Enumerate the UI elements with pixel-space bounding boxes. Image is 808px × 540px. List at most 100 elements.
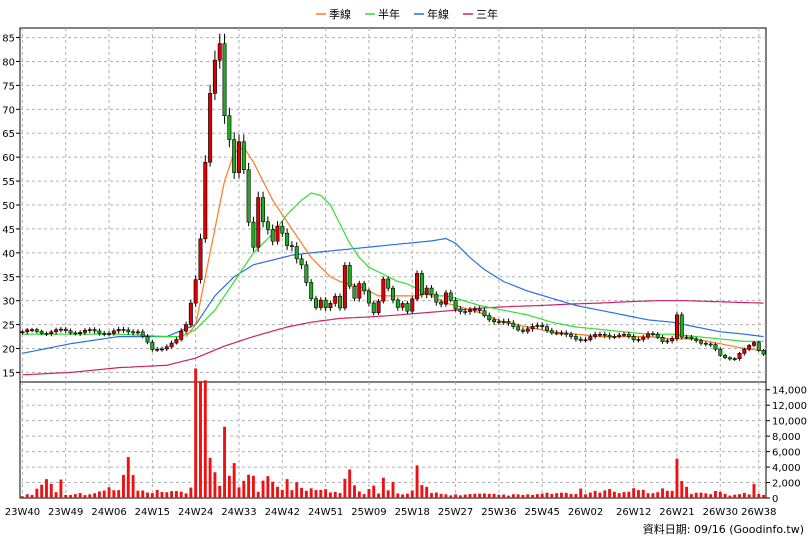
candle-body — [251, 221, 256, 248]
price-tick-label: 80 — [2, 57, 15, 68]
candlestick — [256, 191, 261, 253]
volume-bar — [439, 493, 443, 498]
candle-body — [448, 292, 453, 301]
volume-bar — [237, 487, 241, 498]
candlestick — [549, 327, 554, 335]
volume-bar — [511, 494, 515, 498]
volume-bar — [685, 486, 689, 498]
candlestick — [429, 285, 434, 298]
candlestick — [674, 312, 679, 341]
candle-body — [501, 321, 506, 323]
ma-3year-line — [22, 300, 764, 376]
volume-bar — [324, 489, 328, 498]
volume-bar — [377, 493, 381, 498]
volume-bar — [93, 493, 97, 498]
candle-body — [338, 295, 343, 309]
volume-bar — [728, 495, 732, 498]
volume-bar — [444, 494, 448, 498]
candle-body — [256, 197, 261, 248]
volume-bar — [122, 474, 125, 498]
volume-bar — [64, 494, 68, 498]
volume-bar — [603, 490, 607, 498]
candle-body — [468, 309, 472, 312]
candlestick — [578, 336, 583, 343]
candle-body — [381, 278, 386, 302]
volume-bar — [112, 490, 116, 498]
volume-bar — [49, 484, 53, 498]
candlestick — [607, 332, 612, 340]
candlestick — [742, 347, 747, 356]
candlestick — [415, 270, 420, 302]
legend-item: 季線 — [316, 7, 351, 21]
candlestick — [727, 356, 732, 361]
candlestick — [241, 134, 246, 175]
volume-bar — [704, 493, 708, 498]
candle-body — [121, 329, 126, 331]
candlestick — [294, 242, 299, 264]
candlestick — [150, 339, 155, 352]
candle-body — [424, 287, 429, 295]
volume-bar — [646, 493, 650, 498]
candle-body — [419, 273, 424, 295]
volume-bar — [155, 489, 159, 498]
candle-body — [684, 336, 689, 339]
candlestick — [617, 332, 622, 339]
candle-body — [155, 349, 160, 351]
candle-body — [756, 342, 761, 351]
x-tick-label: 25W45 — [525, 507, 560, 518]
candle-body — [612, 336, 617, 338]
candlestick — [338, 293, 343, 311]
candlestick — [116, 326, 121, 334]
candle-body — [492, 319, 497, 323]
volume-bar — [391, 481, 395, 498]
candle-body — [352, 285, 357, 299]
candlestick — [506, 318, 511, 326]
candlestick — [501, 318, 506, 325]
candlestick — [25, 328, 30, 335]
candle-body — [188, 302, 193, 325]
candlestick — [376, 298, 381, 316]
volume-bar — [184, 493, 188, 498]
candle-body — [443, 292, 448, 305]
candlestick — [496, 318, 501, 325]
candlestick — [342, 262, 347, 311]
candlestick — [111, 328, 116, 336]
candle-body — [477, 308, 482, 312]
candlestick — [352, 283, 357, 302]
candlestick — [713, 342, 718, 352]
candle-body — [718, 348, 723, 356]
candlestick — [87, 327, 92, 334]
candlestick — [737, 351, 742, 361]
volume-bar — [526, 494, 530, 498]
volume-bar — [483, 493, 486, 498]
candle-body — [39, 331, 44, 334]
candle-body — [727, 357, 732, 360]
candle-body — [376, 300, 381, 314]
candle-body — [516, 326, 521, 331]
candlestick — [622, 331, 627, 337]
volume-bar — [434, 492, 438, 498]
legend-item: 年線 — [414, 7, 449, 21]
candlestick — [198, 233, 203, 284]
candle-body — [617, 334, 622, 337]
x-tick-label: 25W18 — [395, 507, 430, 518]
candle-body — [646, 333, 651, 338]
candlestick — [660, 335, 665, 344]
volume-bar — [540, 493, 544, 498]
volume-bar — [203, 380, 207, 498]
volume-bar — [242, 480, 246, 498]
candlestick — [756, 340, 761, 352]
volume-bar — [699, 492, 703, 498]
candlestick — [386, 276, 391, 292]
candle-body — [578, 338, 583, 341]
x-tick-label: 24W06 — [91, 507, 126, 518]
candle-body — [357, 283, 362, 299]
candle-body — [232, 139, 237, 173]
volume-bar — [584, 494, 587, 498]
legend-label: 季線 — [329, 7, 351, 21]
candle-body — [674, 314, 679, 339]
volume-bar — [665, 490, 669, 498]
volume-bar — [454, 494, 458, 498]
candlestick — [487, 312, 492, 323]
